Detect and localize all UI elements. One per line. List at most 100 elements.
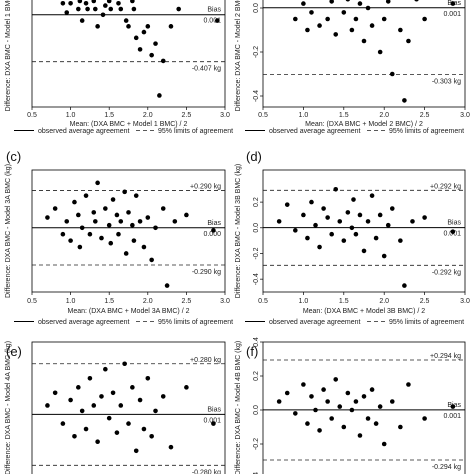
data-point [172, 219, 178, 224]
x-tick-label: 1.0 [66, 298, 76, 305]
x-tick-label: 3.0 [460, 298, 470, 305]
data-point [157, 93, 162, 98]
data-point [329, 231, 334, 237]
data-point [137, 219, 143, 224]
bias-label: Bias [207, 220, 221, 227]
data-point [276, 219, 282, 224]
data-point [211, 228, 216, 233]
data-point [76, 212, 81, 218]
data-point [313, 407, 318, 413]
x-axis-label: Mean: (DXA BMC + Model 2 BMC) / 2 [305, 121, 423, 128]
plot-frame [262, 169, 466, 293]
data-point [108, 240, 114, 246]
data-point [293, 411, 298, 416]
data-point [106, 0, 112, 4]
data-point [381, 253, 387, 259]
data-point [317, 23, 322, 28]
data-point [353, 231, 359, 237]
legend: observed average agreement 95% limits of … [245, 128, 464, 135]
data-point [337, 219, 343, 224]
bias-value: 0.001 [203, 18, 221, 25]
data-point [133, 448, 139, 454]
data-point [72, 433, 77, 439]
data-point [422, 16, 427, 22]
data-point [133, 193, 139, 198]
data-point [389, 206, 395, 211]
plot-frame [262, 341, 466, 474]
panel-6: (f) Difference: DXA BMC - Model 4B BMC (k… [235, 337, 466, 474]
y-tick-label: -0.2 [253, 438, 260, 450]
data-point [131, 6, 137, 12]
y-tick-label: 0.4 [253, 337, 260, 347]
data-point [333, 32, 339, 37]
data-point [103, 206, 108, 211]
y-tick-label: 0.2 [253, 197, 260, 207]
data-point [450, 404, 456, 409]
data-point [211, 421, 216, 426]
x-tick-label: 1.5 [104, 298, 114, 305]
data-point [284, 202, 290, 207]
data-point [164, 283, 170, 288]
data-point [99, 235, 104, 241]
bias-value: 0.001 [443, 11, 461, 18]
data-point [149, 257, 154, 263]
data-point [108, 6, 114, 12]
y-tick-label: 0.0 [253, 3, 260, 13]
data-point [329, 416, 334, 421]
bias-value: 0.001 [203, 417, 221, 424]
data-point [309, 10, 314, 15]
data-point [145, 375, 151, 381]
x-tick-label: 2.0 [379, 298, 389, 305]
bias-label: Bias [207, 406, 221, 413]
data-point [333, 377, 339, 382]
data-point [160, 394, 166, 399]
data-point [398, 27, 403, 33]
data-point [110, 197, 116, 202]
data-point [349, 225, 355, 231]
data-point [373, 235, 379, 241]
data-point [77, 0, 83, 4]
x-tick-label: 1.5 [339, 112, 349, 119]
x-axis-label: Mean: (DXA BMC + Model 3A BMC) / 2 [68, 308, 190, 315]
data-point [168, 24, 174, 29]
data-point [305, 27, 310, 33]
data-point [91, 403, 97, 408]
panel-1: Difference: DXA BMC - Model 1 BMC 0.5 1.0 1… [5, 0, 233, 135]
data-point [153, 41, 158, 46]
data-point [91, 210, 97, 215]
data-point [103, 366, 108, 372]
data-point [110, 390, 116, 396]
data-point [45, 215, 50, 220]
data-point [284, 390, 290, 396]
data-point [325, 399, 330, 404]
data-point [321, 387, 326, 392]
data-point [369, 23, 375, 28]
data-point [361, 394, 367, 399]
data-point [130, 0, 135, 4]
legend-observed-label: observed average agreement [269, 319, 361, 326]
x-tick-label: 1.0 [299, 298, 309, 305]
data-point [176, 6, 181, 12]
data-point [141, 426, 147, 432]
x-tick-label: 2.0 [379, 112, 389, 119]
data-point [293, 228, 298, 233]
data-point [68, 0, 73, 6]
upper-limit-label: +0.292 kg [430, 183, 461, 190]
data-point [72, 199, 77, 205]
data-point [52, 390, 58, 396]
data-point [95, 439, 100, 445]
data-point [93, 6, 98, 12]
legend-observed-label: observed average agreement [38, 319, 130, 326]
lower-limit-label: -0.294 kg [432, 464, 461, 471]
data-point [361, 248, 367, 254]
data-point [76, 6, 81, 12]
data-point [153, 225, 158, 231]
data-point [345, 0, 350, 2]
data-point [325, 16, 330, 22]
data-point [381, 441, 387, 447]
x-tick-label: 0.5 [27, 112, 37, 119]
data-point [83, 193, 89, 198]
data-point [406, 382, 411, 387]
x-axis-label: Mean: (DXA BMC + Model 1 BMC) / 2 [70, 121, 188, 128]
x-tick-label: 2.0 [143, 112, 153, 119]
